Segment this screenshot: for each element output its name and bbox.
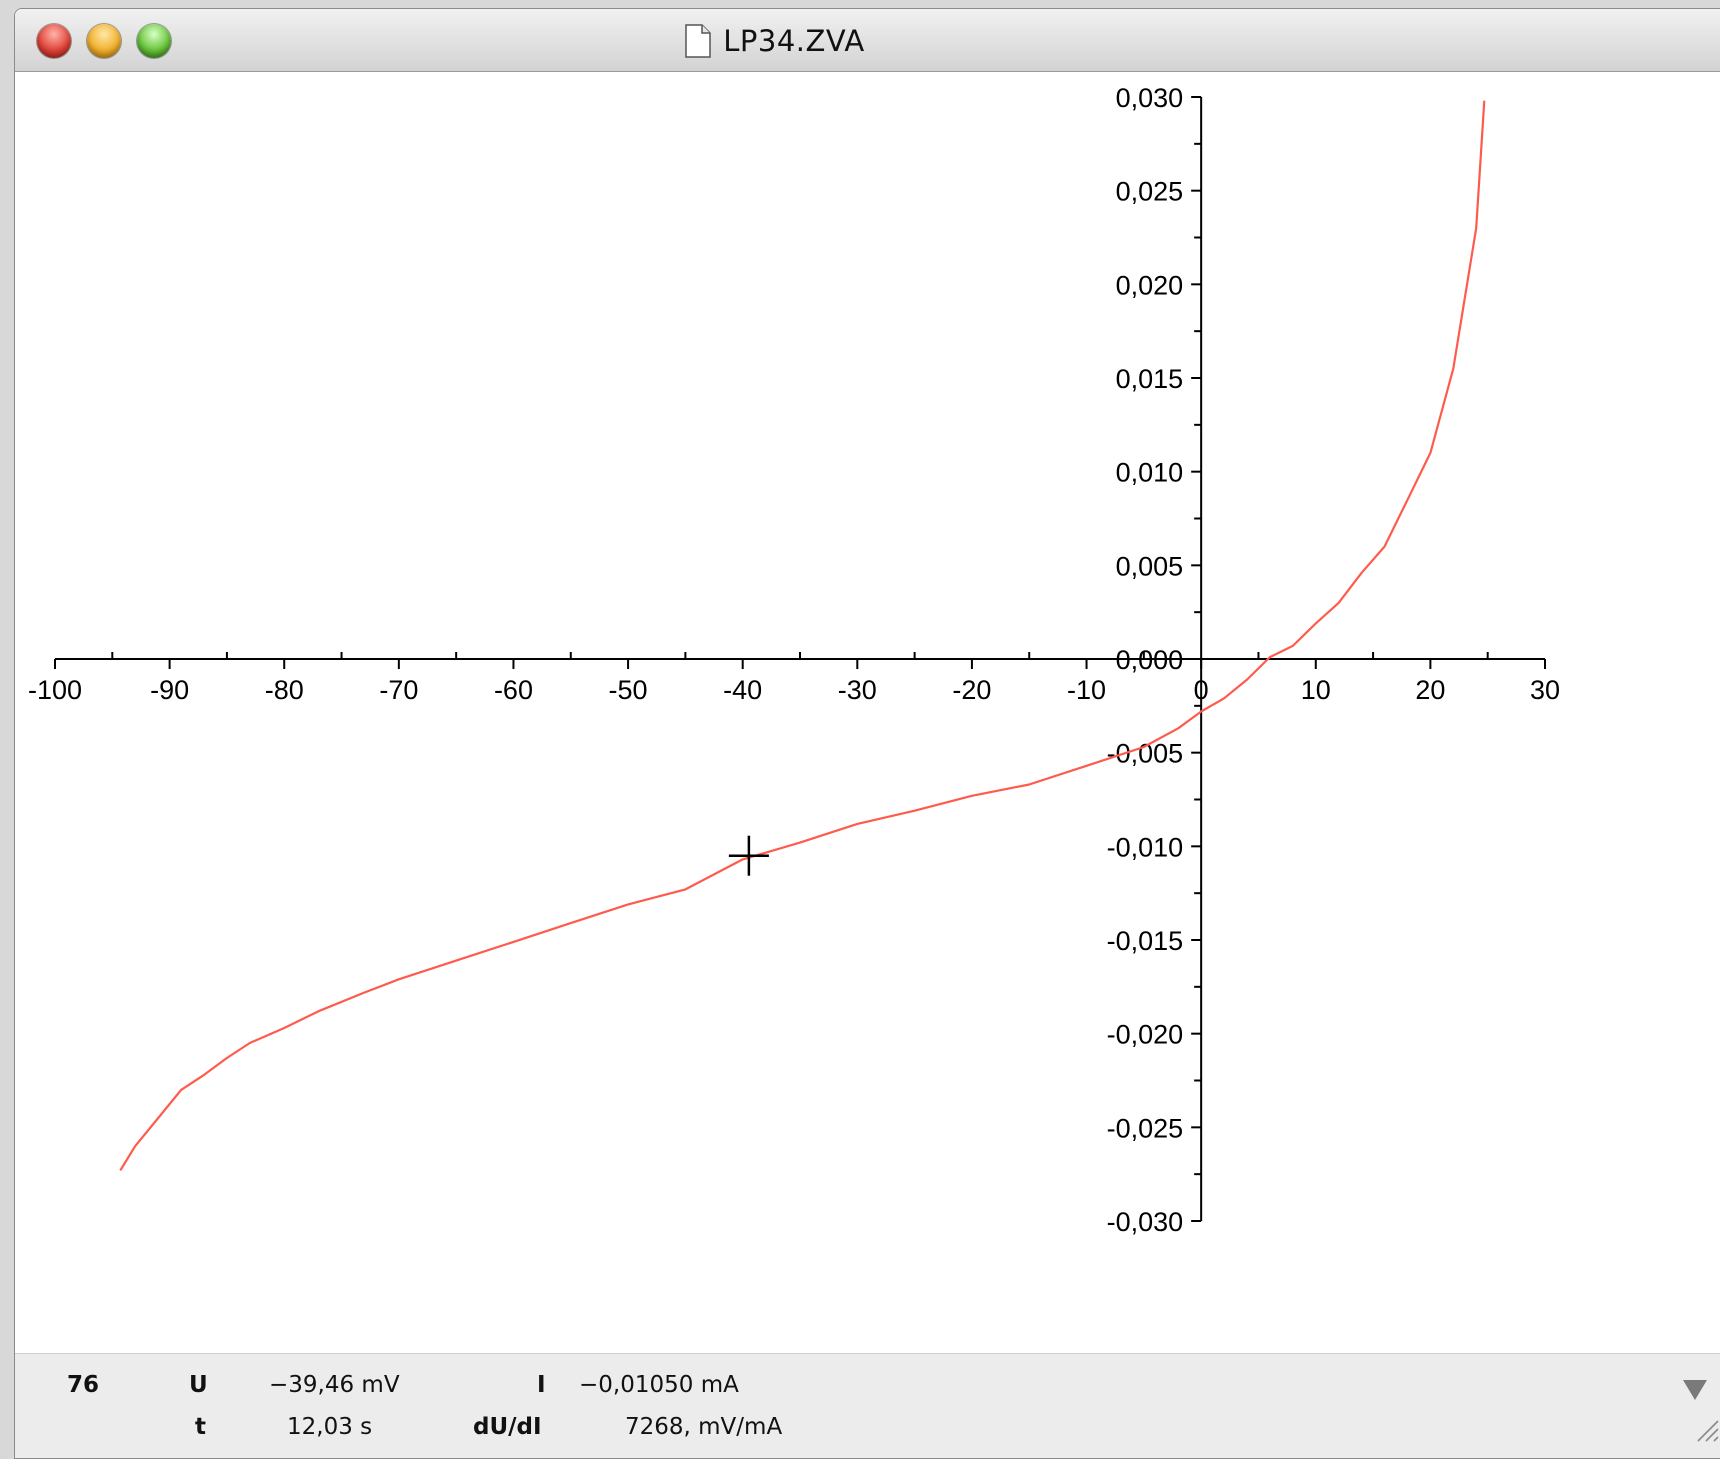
y-tick-label: -0,010 [1107, 832, 1184, 862]
voltage-label: U [189, 1372, 208, 1398]
document-window: LP34.ZVA -100-90-80-70-60-50-40-30-20-10… [14, 8, 1720, 1459]
y-tick-label: 0,000 [1116, 645, 1184, 675]
resistance-value: 7268, mV/mA [625, 1414, 782, 1440]
time-label: t [195, 1414, 206, 1440]
x-tick-label: -50 [609, 675, 648, 705]
data-curve-group [120, 101, 1484, 1171]
x-tick-label: -80 [265, 675, 304, 705]
y-tick-label: 0,025 [1116, 177, 1184, 207]
resize-grip-icon[interactable] [1693, 1416, 1719, 1442]
time-value: 12,03 s [287, 1414, 372, 1440]
y-tick-label: -0,015 [1107, 926, 1184, 956]
y-tick-label: 0,005 [1116, 551, 1184, 581]
crosshair-cursor-icon [729, 836, 769, 876]
resistance-label: dU/dI [473, 1414, 542, 1440]
window-title: LP34.ZVA [723, 24, 864, 58]
y-tick-label: 0,030 [1116, 83, 1184, 113]
x-tick-label: -20 [952, 675, 991, 705]
window-title-group: LP34.ZVA [15, 23, 1720, 59]
x-tick-label: -100 [28, 675, 82, 705]
iv-curve-line [120, 101, 1484, 1171]
y-tick-label: -0,030 [1107, 1207, 1184, 1237]
menu-arrow-icon[interactable] [1683, 1380, 1707, 1400]
x-tick-label: 10 [1301, 675, 1331, 705]
x-tick-label: -30 [838, 675, 877, 705]
status-bar: 76 U −39,46 mV I −0,01050 mA t 12,03 s d… [15, 1353, 1720, 1459]
y-tick-label: 0,015 [1116, 364, 1184, 394]
voltage-value: −39,46 mV [269, 1372, 400, 1398]
x-tick-label: -90 [150, 675, 189, 705]
x-tick-label: 0 [1194, 675, 1209, 705]
y-tick-label: 0,020 [1116, 270, 1184, 300]
current-value: −0,01050 mA [579, 1372, 739, 1398]
document-icon [685, 24, 711, 58]
y-tick-label: -0,020 [1107, 1020, 1184, 1050]
x-tick-label: -70 [379, 675, 418, 705]
title-bar[interactable]: LP34.ZVA [15, 9, 1720, 72]
point-index: 76 [67, 1372, 99, 1398]
axes [55, 97, 1545, 1221]
x-tick-label: -10 [1067, 675, 1106, 705]
y-tick-label: 0,010 [1116, 458, 1184, 488]
current-label: I [537, 1372, 546, 1398]
x-tick-label: 20 [1415, 675, 1445, 705]
x-tick-label: -40 [723, 675, 762, 705]
x-tick-label: -60 [494, 675, 533, 705]
x-tick-label: 30 [1530, 675, 1560, 705]
y-tick-label: -0,025 [1107, 1113, 1184, 1143]
y-tick-label: -0,005 [1107, 739, 1184, 769]
